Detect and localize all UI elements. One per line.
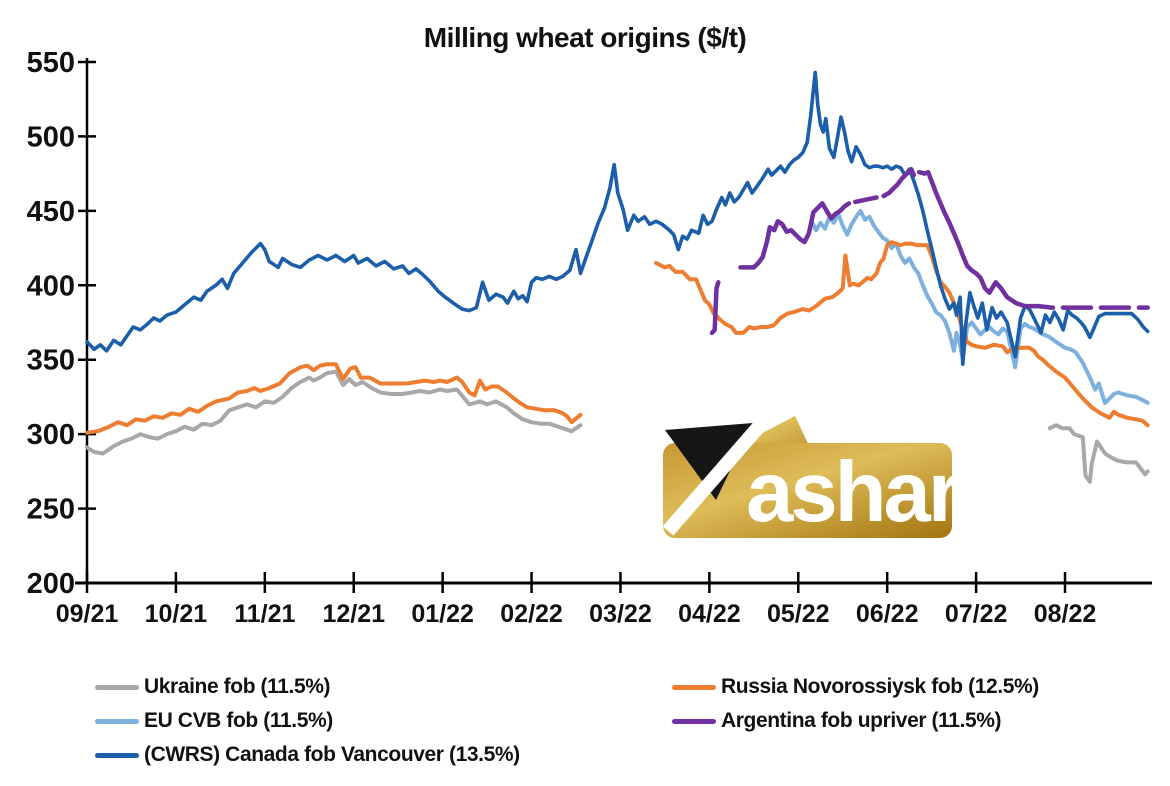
legend-item-russia: Russia Novorossiysk fob (12.5%) <box>672 670 1039 704</box>
chart-title: Milling wheat origins ($/t) <box>423 22 747 53</box>
x-tick-label: 08/22 <box>1034 600 1097 628</box>
y-tick-label: 350 <box>27 345 75 377</box>
y-tick-label: 500 <box>27 121 75 153</box>
legend-label-ukraine: Ukraine fob (11.5%) <box>144 675 331 698</box>
x-tick-label: 01/22 <box>411 600 474 628</box>
series-line-canada <box>85 70 1150 367</box>
x-tick-label: 07/22 <box>945 600 1008 628</box>
legend-swatch-canada <box>95 752 139 758</box>
legend-label-russia: Russia Novorossiysk fob (12.5%) <box>721 675 1039 698</box>
x-tick-label: 10/21 <box>145 600 208 628</box>
logo-wordmark: ashar <box>746 445 960 540</box>
series-layer <box>85 70 1150 484</box>
series-line-russia <box>654 240 1150 428</box>
legend-column-left: Ukraine fob (11.5%) EU CVB fob (11.5%) (… <box>95 670 520 772</box>
x-tick-label: 05/22 <box>767 600 830 628</box>
series-line-argentina <box>1022 303 1150 310</box>
legend-column-right: Russia Novorossiysk fob (12.5%) Argentin… <box>672 670 1039 738</box>
x-tick-label: 04/22 <box>678 600 741 628</box>
y-tick-label: 200 <box>27 568 75 600</box>
series-line-russia <box>85 362 583 435</box>
x-tick-label: 02/22 <box>500 600 563 628</box>
x-tick-label: 11/21 <box>234 600 295 628</box>
legend-item-argentina: Argentina fob upriver (11.5%) <box>672 704 1039 738</box>
yashar-logo: ashar <box>662 416 963 540</box>
x-tick-label: 12/21 <box>322 600 385 628</box>
series-line-argentina <box>738 201 852 270</box>
legend-label-eu-cvb: EU CVB fob (11.5%) <box>144 709 333 732</box>
series-line-argentina <box>881 166 917 199</box>
x-tick-label: 03/22 <box>589 600 652 628</box>
series-line-argentina <box>709 280 721 336</box>
x-tick-label: 06/22 <box>856 600 919 628</box>
legend-item-eu-cvb: EU CVB fob (11.5%) <box>95 704 520 738</box>
legend-label-argentina: Argentina fob upriver (11.5%) <box>721 709 1002 732</box>
legend-swatch-eu-cvb <box>95 718 139 724</box>
x-tick-label: 09/21 <box>56 600 119 628</box>
y-tick-label: 250 <box>27 494 75 526</box>
logo-y-slash-icon <box>662 418 768 536</box>
legend-item-canada: (CWRS) Canada fob Vancouver (13.5%) <box>95 738 520 772</box>
legend-swatch-ukraine <box>95 684 139 690</box>
y-tick-label: 450 <box>27 196 75 228</box>
logo-gold-box <box>663 443 952 538</box>
series-line-ukraine <box>85 369 583 456</box>
y-tick-label: 300 <box>27 419 75 451</box>
legend-swatch-argentina <box>672 718 716 724</box>
legend-item-ukraine: Ukraine fob (11.5%) <box>95 670 520 704</box>
series-line-argentina <box>916 169 1028 309</box>
series-line-ukraine <box>1047 423 1150 484</box>
logo-y-triangle-icon <box>665 423 753 500</box>
y-tick-label: 400 <box>27 270 75 302</box>
series-line-argentina <box>852 195 879 205</box>
y-tick-label: 550 <box>27 47 75 79</box>
legend-swatch-russia <box>672 684 716 690</box>
legend-label-canada: (CWRS) Canada fob Vancouver (13.5%) <box>144 743 520 766</box>
